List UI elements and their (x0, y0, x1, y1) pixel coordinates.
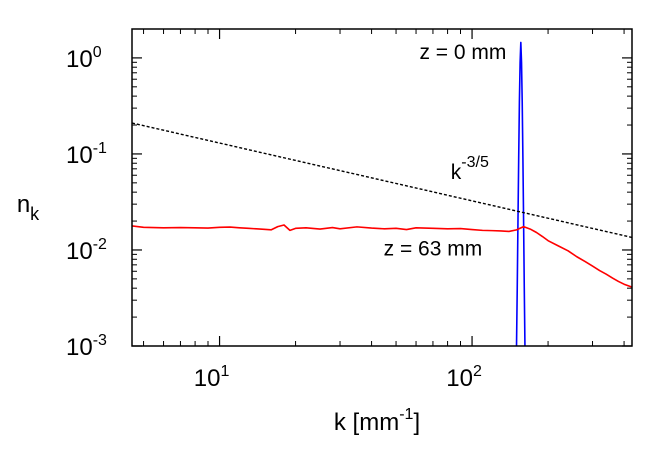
x-axis-label: k [mm-1] (334, 406, 420, 436)
x-tick-label: 102 (446, 363, 482, 392)
annotation-z0-label: z = 0 mm (419, 41, 506, 64)
tick-layer: 101 102 10-3 10-2 10-1 100 (66, 28, 632, 392)
plot-frame (131, 28, 633, 347)
annotation-power-law: k-3/5 (451, 154, 489, 184)
series-line-z63 (132, 224, 632, 288)
x-tick-label: 101 (194, 363, 230, 392)
annotation-layer: z = 0 mm k-3/5 z = 63 mm (384, 41, 507, 261)
series-line-power-law (132, 122, 632, 239)
y-tick-label: 100 (66, 44, 102, 73)
series-line-z0 (515, 41, 526, 346)
annotation-z63-label: z = 63 mm (384, 237, 483, 260)
y-tick-label: 10-1 (66, 140, 107, 169)
series-layer (132, 41, 632, 346)
y-tick-label: 10-2 (66, 236, 107, 265)
y-tick-label: 10-3 (66, 332, 107, 361)
y-axis-label: nk (17, 191, 40, 224)
